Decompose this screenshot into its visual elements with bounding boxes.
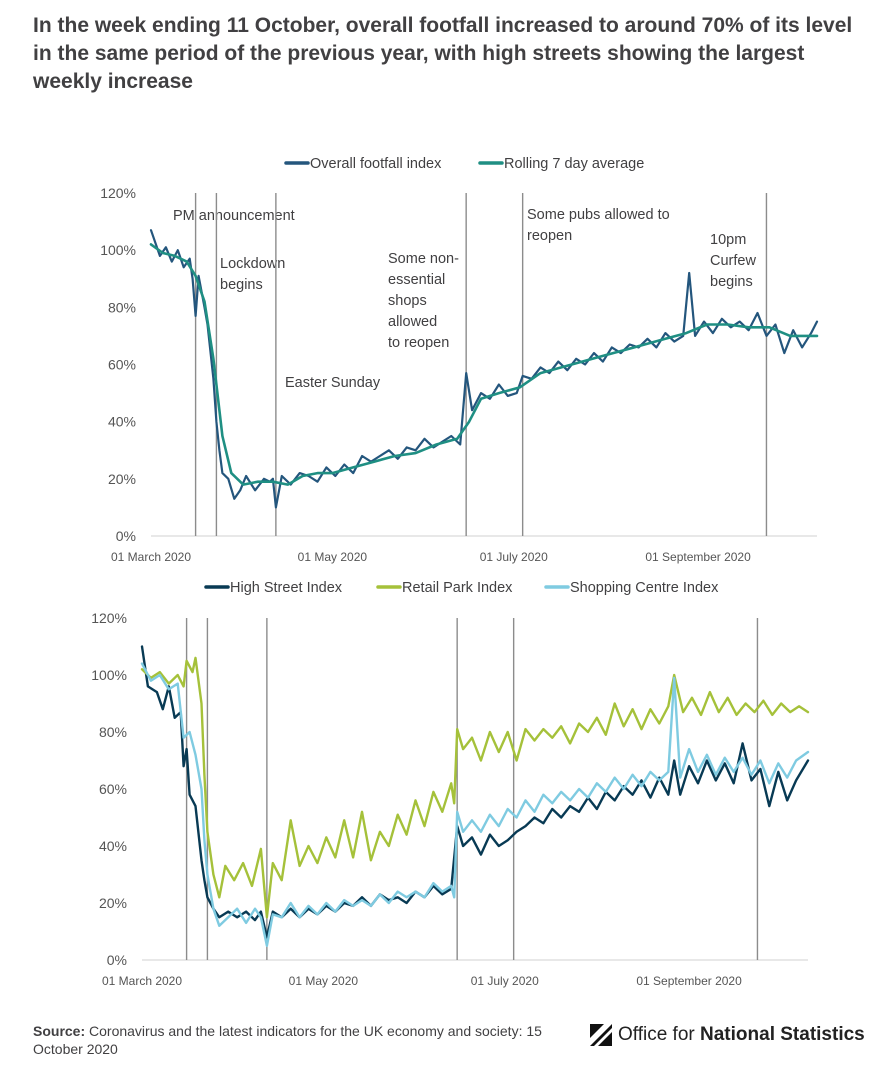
y-tick-label: 120% [91,610,127,626]
legend-label: Rolling 7 day average [504,156,644,172]
y-tick-label: 100% [100,242,136,258]
y-tick-label: 40% [108,414,136,430]
y-tick-label: 0% [107,952,127,968]
ons-logo-prefix: Office for [618,1024,695,1045]
y-tick-label: 40% [99,838,127,854]
event-annotation: shops [388,293,427,309]
x-tick-label: 01 March 2020 [102,974,182,988]
event-annotation: Lockdown [220,256,285,272]
event-annotation: 10pm [710,232,746,248]
y-tick-label: 80% [108,299,136,315]
x-tick-label: 01 March 2020 [111,550,191,564]
series-line-high-street-index [140,645,810,939]
event-annotation: reopen [527,228,572,244]
event-annotation: allowed [388,314,437,330]
event-annotation: Curfew [710,253,756,269]
y-tick-label: 0% [116,528,136,544]
event-annotation: Some non- [388,251,459,267]
y-tick-label: 60% [99,781,127,797]
event-annotation: Some pubs allowed to [527,207,670,223]
page-title: In the week ending 11 October, overall f… [33,14,853,93]
event-annotation: begins [220,277,263,293]
series-line-shopping-centre-index [140,662,810,947]
x-tick-label: 01 May 2020 [298,550,368,564]
ons-logo-icon [590,1024,612,1046]
x-tick-label: 01 July 2020 [471,974,539,988]
ons-logo-text: Office for National Statistics [618,1024,865,1046]
source-note: Source: Coronavirus and the latest indic… [33,1022,573,1058]
legend-label: Shopping Centre Index [570,580,719,596]
x-tick-label: 01 May 2020 [289,974,359,988]
ons-logo-name: National Statistics [700,1024,865,1045]
y-tick-label: 60% [108,357,136,373]
series-line-rolling-7-day-average [149,243,819,486]
event-annotation: Easter Sunday [285,375,381,391]
x-tick-label: 01 July 2020 [480,550,548,564]
y-tick-label: 80% [99,724,127,740]
y-tick-label: 20% [99,895,127,911]
event-annotation: begins [710,274,753,290]
legend-label: High Street Index [230,580,343,596]
y-tick-label: 120% [100,185,136,201]
event-annotation: PM announcement [173,208,295,224]
x-tick-label: 01 September 2020 [645,550,751,564]
source-text: Coronavirus and the latest indicators fo… [33,1023,542,1057]
source-label: Source: [33,1023,86,1039]
series-line-overall-footfall-index [149,229,819,509]
series-line-retail-park-index [140,656,810,919]
y-tick-label: 100% [91,667,127,683]
legend-label: Retail Park Index [402,580,513,596]
legend-label: Overall footfall index [310,156,442,172]
y-tick-label: 20% [108,471,136,487]
location-footfall-chart: 0% 20% 40% 60% 80% 100% 120% 01 March 2020 01 Ma… [91,580,810,988]
ons-logo[interactable]: Office for National Statistics [590,1024,865,1046]
x-tick-label: 01 September 2020 [636,974,742,988]
overall-footfall-chart: 0% 20% 40% 60% 80% 100% 120% 01 March 2020 01 Ma… [100,156,819,564]
event-annotation: to reopen [388,335,449,351]
event-annotation: essential [388,272,445,288]
